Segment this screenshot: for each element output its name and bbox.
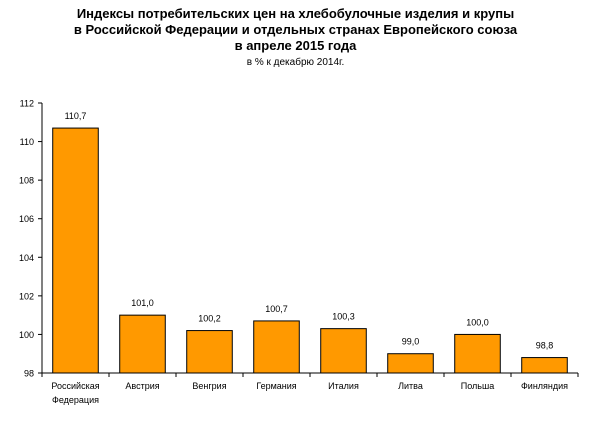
x-tick-label: Финляндия bbox=[521, 381, 568, 391]
data-label: 100,0 bbox=[466, 317, 489, 327]
y-tick-label: 102 bbox=[19, 291, 34, 301]
x-tick-label: Литва bbox=[398, 381, 423, 391]
x-tick-label: Германия bbox=[256, 381, 296, 391]
chart-title-block: Индексы потребительских цен на хлебобуло… bbox=[0, 6, 591, 70]
x-tick-label: Федерация bbox=[52, 395, 99, 405]
bar bbox=[320, 328, 367, 374]
data-label: 98,8 bbox=[536, 341, 554, 351]
x-tick-label: Венгрия bbox=[192, 381, 226, 391]
bar bbox=[52, 127, 99, 374]
bar bbox=[454, 333, 501, 374]
x-tick-label: Польша bbox=[461, 381, 494, 391]
data-label: 100,7 bbox=[265, 304, 288, 314]
y-tick-label: 108 bbox=[19, 176, 34, 186]
y-tick-label: 112 bbox=[20, 99, 34, 109]
x-tick-label: Российская bbox=[51, 381, 99, 391]
bar bbox=[387, 353, 434, 374]
bar bbox=[253, 320, 300, 374]
data-label: 110,7 bbox=[65, 111, 87, 121]
bar bbox=[186, 330, 233, 374]
bar bbox=[119, 314, 166, 374]
bar bbox=[521, 357, 568, 374]
chart-title-line-3: в апреле 2015 года bbox=[234, 38, 357, 53]
chart-subtitle: в % к декабрю 2014г. bbox=[246, 57, 345, 68]
y-tick-label: 110 bbox=[20, 137, 34, 147]
data-label: 101,0 bbox=[131, 298, 154, 308]
data-label: 100,2 bbox=[198, 314, 221, 324]
x-tick-label: Италия bbox=[328, 381, 359, 391]
y-tick-label: 106 bbox=[19, 214, 34, 224]
chart-title-line-2: в Российской Федерации и отдельных стран… bbox=[73, 22, 518, 37]
data-label: 99,0 bbox=[402, 337, 420, 347]
x-tick-label: Австрия bbox=[125, 381, 159, 391]
y-tick-label: 100 bbox=[19, 330, 34, 340]
data-label: 100,3 bbox=[332, 312, 355, 322]
y-tick-label: 98 bbox=[24, 369, 34, 379]
y-tick-label: 104 bbox=[19, 253, 34, 263]
chart-title-line-1: Индексы потребительских цен на хлебобуло… bbox=[76, 6, 515, 21]
